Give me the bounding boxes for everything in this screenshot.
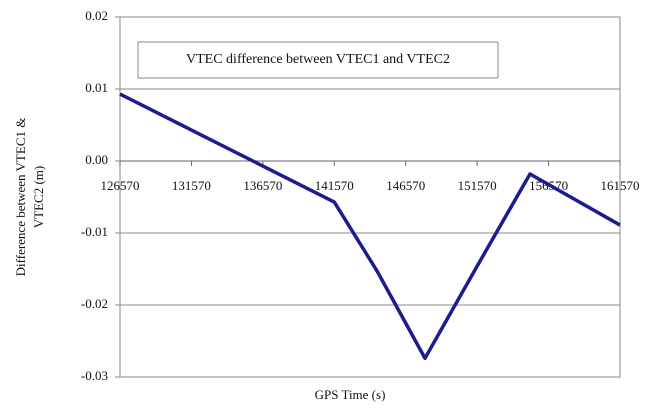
chart-title: VTEC difference between VTEC1 and VTEC2	[186, 52, 450, 67]
y-tick-label: -0.02	[81, 296, 108, 311]
y-axis-label: Difference between VTEC1 &	[13, 118, 28, 277]
x-tick-label: 161570	[601, 178, 640, 193]
y-tick-label: 0.01	[85, 80, 108, 95]
x-tick-label: 136570	[243, 178, 282, 193]
x-tick-label: 141570	[315, 178, 354, 193]
x-tick-label: 126570	[101, 178, 140, 193]
y-tick-label: -0.01	[81, 224, 108, 239]
x-tick-label: 146570	[386, 178, 425, 193]
y-tick-label: 0.02	[85, 8, 108, 23]
x-tick-label: 131570	[172, 178, 211, 193]
x-tick-label: 151570	[458, 178, 497, 193]
y-tick-label: 0.00	[85, 152, 108, 167]
y-axis-label: VTEC2 (m)	[31, 166, 46, 228]
x-axis-label: GPS Time (s)	[315, 387, 386, 402]
title-box	[137, 41, 499, 79]
y-tick-label: -0.03	[81, 368, 108, 383]
line-series	[119, 92, 621, 361]
